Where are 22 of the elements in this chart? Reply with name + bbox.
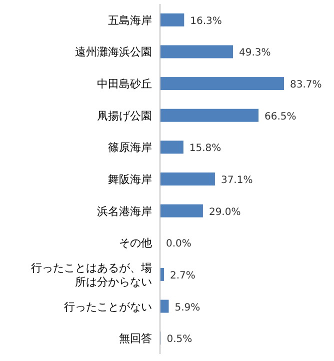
y-tick-label: 遠州灘海浜公園 [75,46,152,59]
data-label: 49.3% [239,48,271,59]
data-label: 2.7% [170,270,196,282]
y-tick-label: 篠原海岸 [108,141,152,154]
data-label: 5.9% [174,302,200,314]
y-tick-label: 凧揚げ公園 [97,109,152,122]
y-tick-label: 浜名港海岸 [97,204,152,218]
y-tick-label: 五島海岸 [108,14,152,27]
y-tick-label: 行ったことはあるが、場所は分からない [31,261,152,288]
data-label: 66.5% [264,111,296,122]
data-label: 37.1% [220,175,253,186]
y-tick-label: 無回答 [119,332,152,346]
data-label: 0.0% [166,238,192,250]
y-tick-label: 中田島砂丘 [97,78,152,91]
y-tick-label: 舞阪海岸 [108,173,152,186]
data-label: 83.7% [290,80,322,91]
data-label: 16.3% [190,16,222,27]
y-tick-label: 行ったことがない [64,300,152,314]
y-tick-label: その他 [119,236,152,250]
data-label: 0.5% [166,334,192,346]
data-label: 15.8% [189,143,222,154]
data-label: 29.0% [208,206,241,218]
